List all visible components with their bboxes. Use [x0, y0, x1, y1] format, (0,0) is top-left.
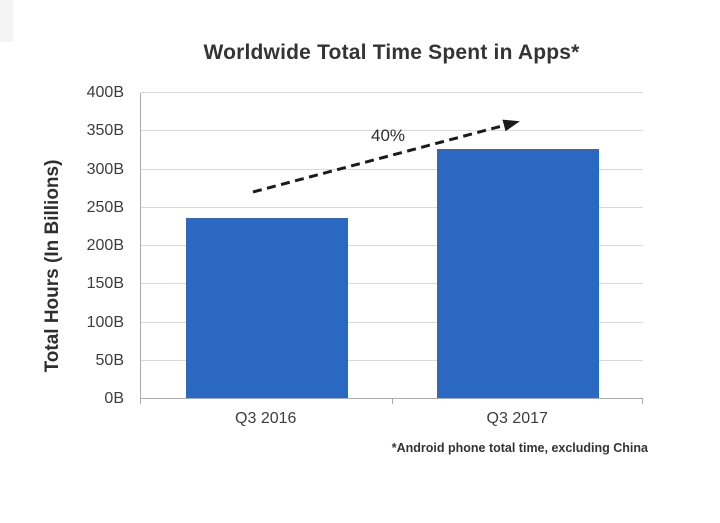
x-axis-tick: [642, 399, 643, 404]
y-tick-label-350B: 350B: [86, 122, 124, 140]
y-axis-title: Total Hours (In Billions): [42, 159, 63, 373]
growth-annotation: 40%: [371, 126, 406, 145]
y-tick-label-150B: 150B: [86, 275, 124, 293]
chart-footnote: *Android phone total time, excluding Chi…: [391, 441, 648, 455]
gridline-50B: [141, 359, 643, 361]
gridline-200B: [141, 245, 643, 246]
y-tick-label-100B: 100B: [86, 313, 124, 331]
y-tick-label-0B: 0B: [104, 390, 124, 407]
scan-artifact: [0, 0, 13, 42]
gridline-400B: [141, 92, 643, 93]
y-tick-label-200B: 200B: [86, 237, 124, 254]
x-axis-tick: [391, 399, 393, 404]
gridline-250B: [141, 206, 643, 208]
y-tick-label-300B: 300B: [86, 160, 124, 178]
gridline-100B: [141, 321, 643, 323]
x-axis-tick: [140, 399, 141, 404]
x-tick-label-q3-2016: Q3 2016: [235, 410, 297, 427]
y-tick-label-50B: 50B: [95, 351, 124, 369]
chart-title: Worldwide Total Time Spent in Apps*: [203, 41, 580, 64]
gridline-150B: [141, 283, 643, 285]
y-tick-label-250B: 250B: [86, 198, 124, 216]
bar-q3-2016: [185, 218, 348, 398]
bar-q3-2017: [437, 149, 600, 398]
x-tick-label-q3-2017: Q3 2017: [486, 410, 548, 427]
y-tick-label-400B: 400B: [86, 84, 124, 101]
